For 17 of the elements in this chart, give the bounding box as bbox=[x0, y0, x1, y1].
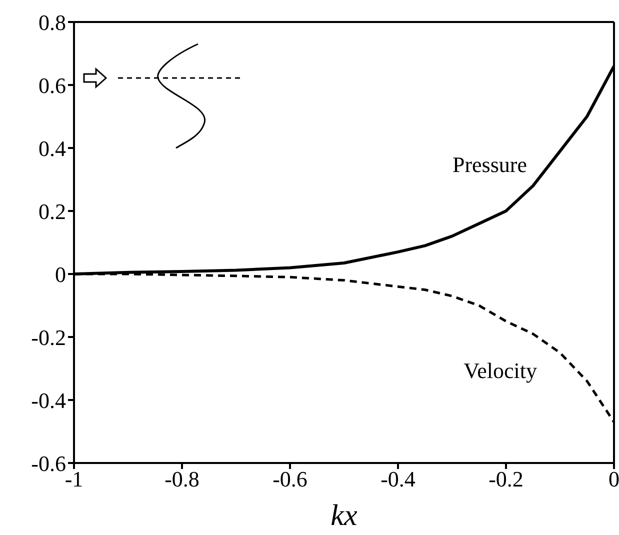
y-tick-label: -0.6 bbox=[31, 450, 66, 476]
x-tick-label: -0.2 bbox=[488, 466, 524, 492]
x-tick-label: -0.6 bbox=[272, 466, 308, 492]
y-tick-label: -0.4 bbox=[31, 388, 66, 413]
y-tick-label: -0.2 bbox=[31, 324, 66, 350]
series-label: Velocity bbox=[464, 358, 537, 383]
x-tick-label: 0 bbox=[608, 466, 619, 492]
x-tick-label: -1 bbox=[64, 466, 84, 492]
y-tick-label: 0.2 bbox=[38, 198, 66, 224]
y-tick-label: 0.4 bbox=[38, 136, 66, 161]
x-tick-label: -0.4 bbox=[380, 466, 416, 492]
y-tick-label: 0.6 bbox=[38, 72, 66, 98]
series-label: Pressure bbox=[452, 152, 527, 177]
y-tick-label: 0 bbox=[55, 262, 66, 287]
x-axis-title: kx bbox=[330, 499, 358, 532]
y-tick-label: 0.8 bbox=[38, 10, 66, 35]
x-tick-label: -0.8 bbox=[164, 466, 200, 492]
